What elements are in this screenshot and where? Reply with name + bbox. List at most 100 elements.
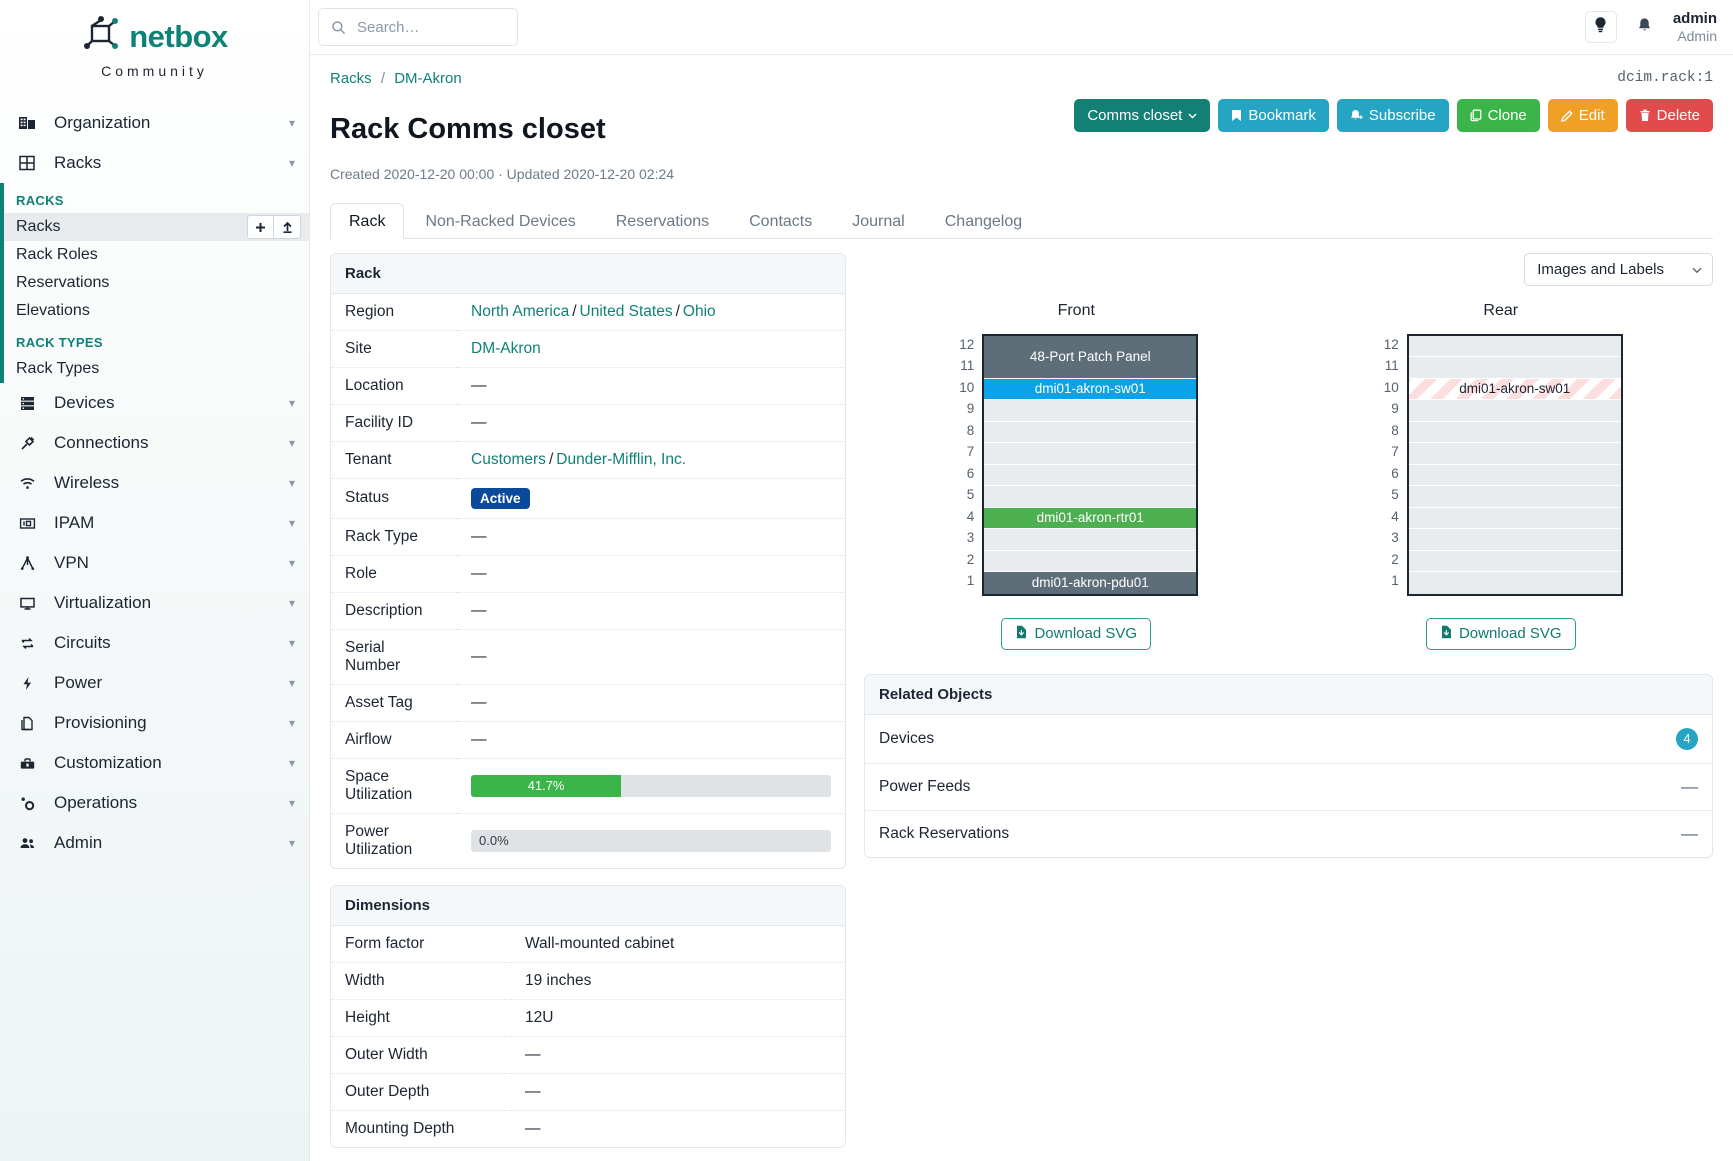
sidebar-group-racks[interactable]: Racks ▾ [0,143,309,183]
users-icon [16,832,38,854]
sidebar-group-label: Customization [54,753,162,772]
table-row: Outer Width — [331,1036,845,1074]
user-name: admin [1672,10,1717,28]
sidebar-item-elevations[interactable]: Elevations [0,297,309,325]
row-value: — [457,404,845,442]
delete-button[interactable]: Delete [1625,99,1713,132]
related-object-label: Rack Reservations [879,824,1010,842]
user-menu[interactable]: admin Admin [1673,10,1717,43]
sidebar-group-organization[interactable]: Organization ▾ [0,103,309,143]
row-key: Outer Width [331,1036,511,1074]
tenant-group-link[interactable]: Customers [471,450,546,468]
region-link[interactable]: North America [471,302,570,320]
sidebar-group-devices[interactable]: Devices ▾ [0,383,309,423]
table-row: Power Utilization 0.0% [331,813,845,868]
table-row: Tenant Customers / Dunder-Mifflin, Inc. [331,441,845,479]
rack-elevation-front: Front 12 11 10 9 8 7 6 5 4 3 2 1 48-Port Patch Pane… [864,302,1289,650]
sidebar-group-vpn[interactable]: VPN ▾ [0,543,309,583]
sidebar-group-virtualization[interactable]: Virtualization ▾ [0,583,309,623]
sidebar-group-customization[interactable]: Customization ▾ [0,743,309,783]
rack-unit-device[interactable]: dmi01-akron-sw01 [1408,378,1621,401]
rack-selector-button[interactable]: Comms closet [1074,99,1211,132]
sidebar-group-power[interactable]: Power ▾ [0,663,309,703]
delete-label: Delete [1656,107,1700,124]
rack-unit-number: 2 [1391,551,1399,567]
sidebar-item-rack-types[interactable]: Rack Types [0,355,309,383]
download-svg-front-button[interactable]: Download SVG [1001,617,1152,650]
sidebar-group-admin[interactable]: Admin ▾ [0,823,309,863]
tab-bar: Rack Non-Racked Devices Reservations Con… [330,202,1713,239]
sidebar-group-ipam[interactable]: IPAM ▾ [0,503,309,543]
main-area: admin Admin Racks / DM-Akron dcim.rack:1… [310,0,1733,1161]
sidebar-group-provisioning[interactable]: Provisioning ▾ [0,703,309,743]
rack-body-rear: dmi01-akron-sw01 [1406,333,1623,596]
tab-reservations[interactable]: Reservations [615,212,710,230]
region-link[interactable]: Ohio [682,302,716,320]
rack-unit-empty [984,550,1197,573]
row-key: Region [331,293,457,331]
search-icon [331,20,346,35]
table-row: Form factor Wall-mounted cabinet [331,925,845,963]
tab-non-racked-devices[interactable]: Non-Racked Devices [425,212,576,230]
breadcrumb-current-link[interactable]: DM-Akron [394,70,462,87]
sidebar-group-circuits[interactable]: Circuits ▾ [0,623,309,663]
search-input[interactable] [355,17,505,37]
rack-unit-number: 7 [966,444,975,460]
title-block: Rack Comms closet Created 2020-12-20 00:… [330,95,674,182]
clone-button[interactable]: Clone [1456,99,1540,132]
sidebar-group-connections[interactable]: Connections ▾ [0,423,309,463]
sidebar-item-racks[interactable]: Racks [0,213,309,241]
sidebar-group-operations[interactable]: Operations ▾ [0,783,309,823]
rack-unit-device[interactable]: dmi01-akron-rtr01 [984,507,1197,530]
row-value: Wall-mounted cabinet [511,925,845,963]
download-svg-rear-button[interactable]: Download SVG [1425,617,1576,650]
list-item[interactable]: Power Feeds — [865,764,1712,811]
tab-rack[interactable]: Rack [330,202,405,239]
related-object-value: — [1681,776,1698,796]
search-box[interactable] [318,8,518,46]
sidebar-group-wireless[interactable]: Wireless ▾ [0,463,309,503]
rack-unit-empty [984,443,1197,465]
brand[interactable]: netbox Community [0,0,309,89]
site-link[interactable]: DM-Akron [471,339,541,357]
notifications-button[interactable] [1631,13,1659,41]
rack-unit-device[interactable]: dmi01-akron-pdu01 [984,572,1197,594]
sidebar-section-heading-racks: RACKS [16,193,64,208]
chevron-down-icon: ▾ [288,556,295,570]
sidebar-item-reservations[interactable]: Reservations [0,269,309,297]
rack-unit-number: 9 [966,401,975,417]
import-racks-button[interactable] [274,215,301,239]
bookmark-button[interactable]: Bookmark [1218,99,1329,132]
breadcrumb-root-link[interactable]: Racks [330,70,372,87]
list-item[interactable]: Devices 4 [865,715,1712,764]
sidebar-item-rack-roles[interactable]: Rack Roles [0,241,309,269]
edit-button[interactable]: Edit [1547,99,1618,132]
related-object-value: — [1681,823,1698,843]
elevation-mode-select[interactable]: Images and Labels [1524,252,1713,286]
row-key: Role [331,555,457,593]
add-rack-button[interactable] [247,215,274,239]
tab-contacts[interactable]: Contacts [749,212,813,230]
tab-journal[interactable]: Journal [852,212,905,230]
row-value: — [511,1073,845,1111]
table-row: Asset Tag — [331,684,845,722]
chevron-down-icon [1692,261,1702,278]
content-columns: Rack Region North America / United States /… [330,252,1713,1161]
subscribe-button[interactable]: Subscribe [1336,99,1449,132]
table-row: Serial Number — [331,629,845,685]
tab-changelog[interactable]: Changelog [944,212,1023,230]
gear-icon [16,792,38,814]
region-link[interactable]: United States [579,302,673,320]
row-key: Space Utilization [331,758,457,814]
rack-unit-device[interactable]: 48-Port Patch Panel [984,335,1197,379]
tenant-link[interactable]: Dunder-Mifflin, Inc. [556,450,687,468]
lightbulb-icon [1593,16,1608,38]
download-row-front: Download SVG [1001,617,1152,650]
elevation-front-title: Front [1057,301,1095,319]
theme-toggle-button[interactable] [1584,11,1617,43]
list-item[interactable]: Rack Reservations — [865,811,1712,857]
rack-unit-device[interactable]: dmi01-akron-sw01 [984,378,1197,401]
rack-unit-number: 5 [1391,487,1399,503]
ip-icon [16,512,38,534]
slash: / [548,450,554,468]
